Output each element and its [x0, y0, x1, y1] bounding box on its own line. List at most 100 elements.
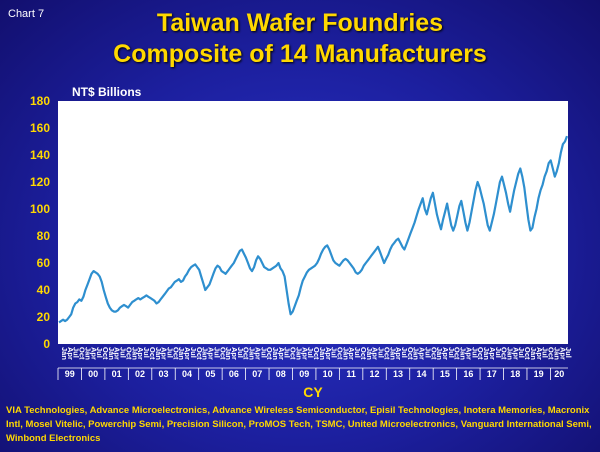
x-tick-label: Apr	[207, 347, 216, 360]
x-tick-label: Jul	[517, 347, 526, 358]
x-tick-label: Apr	[464, 347, 473, 360]
x-tick-label: Jan	[294, 347, 303, 360]
y-tick-label: 180	[30, 94, 50, 108]
x-tick-label: Jan	[83, 347, 92, 360]
x-tick-label: Apr	[113, 347, 122, 360]
x-tick-label: Jul	[494, 347, 503, 358]
x-tick-label: Jan	[529, 347, 538, 360]
x-tick-label: Jul	[165, 347, 174, 358]
x-tick-label: Oct	[242, 347, 251, 360]
y-tick-label: 40	[37, 283, 51, 297]
x-tick-label: Jan	[552, 347, 561, 360]
x-tick-label: Oct	[289, 347, 298, 360]
x-tick-label: Oct	[148, 347, 157, 360]
x-tick-label: Oct	[406, 347, 415, 360]
x-tick-label: Apr	[558, 347, 567, 360]
x-tick-label: Apr	[183, 347, 192, 360]
x-tick-label: Jul	[470, 347, 479, 358]
title-line-1: Taiwan Wafer Foundries	[156, 9, 444, 37]
x-tick-label: Apr	[253, 347, 262, 360]
x-tick-label: Apr	[535, 347, 544, 360]
x-tick-label: Jul	[541, 347, 550, 358]
x-tick-label: Jan	[341, 347, 350, 360]
x-tick-label: Oct	[500, 347, 509, 360]
x-tick-label: Oct	[382, 347, 391, 360]
series-line	[58, 135, 569, 324]
year-label: 10	[323, 369, 333, 379]
year-label: 04	[182, 369, 192, 379]
x-tick-label: Oct	[312, 347, 321, 360]
x-tick-label: Jul	[353, 347, 362, 358]
x-tick-label: Apr	[277, 347, 286, 360]
x-tick-label: Oct	[265, 347, 274, 360]
y-tick-label: 160	[30, 121, 50, 135]
x-tick-label: Jul	[564, 347, 573, 358]
x-tick-label: Jan	[318, 347, 327, 360]
y-tick-label: 140	[30, 148, 50, 162]
x-axis-month-labels: JanAprJulOctJanAprJulOctJanAprJulOctJanA…	[60, 347, 573, 360]
x-tick-label: Jul	[330, 347, 339, 358]
x-tick-label: Apr	[136, 347, 145, 360]
x-tick-label: Oct	[359, 347, 368, 360]
y-tick-label: 120	[30, 175, 50, 189]
x-tick-label: Jan	[482, 347, 491, 360]
x-tick-label: Apr	[160, 347, 169, 360]
x-tick-label: Apr	[441, 347, 450, 360]
year-label: 16	[463, 369, 473, 379]
x-tick-label: Jul	[423, 347, 432, 358]
year-label: 14	[416, 369, 426, 379]
x-tick-label: Apr	[488, 347, 497, 360]
x-tick-label: Oct	[78, 347, 87, 360]
x-tick-label: Jan	[107, 347, 116, 360]
x-tick-label: Jul	[236, 347, 245, 358]
x-tick-label: Jul	[212, 347, 221, 358]
year-label: 00	[88, 369, 98, 379]
y-axis: 0 20 40 60 80 100 120 140 160 180	[30, 94, 50, 351]
y-tick-label: 60	[37, 256, 51, 270]
chart-title: Taiwan Wafer Foundries Composite of 14 M…	[0, 8, 600, 70]
x-tick-label: Jul	[400, 347, 409, 358]
year-label: 02	[135, 369, 145, 379]
year-label: 09	[299, 369, 309, 379]
year-label: 03	[159, 369, 169, 379]
x-tick-label: Oct	[453, 347, 462, 360]
x-tick-label: Oct	[171, 347, 180, 360]
x-tick-label: Apr	[347, 347, 356, 360]
x-tick-label: Jan	[365, 347, 374, 360]
x-tick-label: Jul	[189, 347, 198, 358]
chart-number: Chart 7	[8, 8, 45, 20]
unit-label: NT$ Billions	[72, 85, 142, 99]
x-tick-label: Oct	[335, 347, 344, 360]
x-tick-label: Jan	[154, 347, 163, 360]
x-tick-label: Oct	[547, 347, 556, 360]
x-tick-label: Jul	[447, 347, 456, 358]
x-tick-label: Apr	[418, 347, 427, 360]
x-tick-label: Jul	[259, 347, 268, 358]
x-tick-label: Oct	[101, 347, 110, 360]
x-tick-label: Jul	[377, 347, 386, 358]
x-tick-label: Jan	[130, 347, 139, 360]
y-tick-label: 20	[37, 310, 51, 324]
x-tick-label: Jan	[201, 347, 210, 360]
year-label: 11	[346, 369, 356, 379]
x-tick-label: Jan	[248, 347, 257, 360]
x-tick-label: Apr	[394, 347, 403, 360]
title-line-2: Composite of 14 Manufacturers	[113, 40, 487, 68]
y-tick-label: 80	[37, 229, 51, 243]
x-tick-label: Oct	[195, 347, 204, 360]
x-tick-label: Apr	[371, 347, 380, 360]
year-label: 12	[370, 369, 380, 379]
x-tick-label: Oct	[429, 347, 438, 360]
x-tick-label: Jan	[435, 347, 444, 360]
x-tick-label: Apr	[230, 347, 239, 360]
x-tick-label: Jul	[306, 347, 315, 358]
x-tick-label: Apr	[89, 347, 98, 360]
year-label: 20	[554, 369, 564, 379]
x-tick-label: Jan	[459, 347, 468, 360]
x-tick-label: Apr	[511, 347, 520, 360]
x-tick-label: Jan	[60, 347, 69, 360]
x-tick-label: Jul	[72, 347, 81, 358]
y-tick-label: 0	[43, 337, 50, 351]
x-axis-label: CY	[303, 384, 323, 400]
x-tick-label: Oct	[124, 347, 133, 360]
